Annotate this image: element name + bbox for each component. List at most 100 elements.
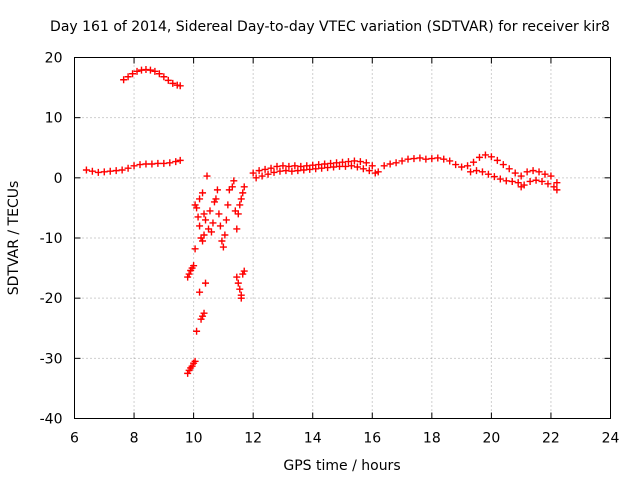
- data-point: [155, 70, 163, 78]
- data-point: [341, 162, 349, 170]
- data-point: [118, 166, 126, 174]
- data-point: [228, 183, 236, 191]
- data-point: [169, 79, 177, 87]
- y-tick-label: -40: [40, 412, 63, 428]
- data-point: [233, 225, 241, 233]
- data-point: [264, 170, 272, 178]
- x-tick-label: 10: [185, 431, 203, 447]
- data-point: [191, 357, 199, 365]
- data-point: [470, 158, 478, 166]
- data-point: [440, 155, 448, 163]
- data-point: [309, 161, 317, 169]
- data-point: [478, 168, 486, 176]
- data-point: [193, 204, 201, 212]
- x-axis-label: GPS time / hours: [283, 458, 400, 474]
- data-point: [237, 195, 245, 203]
- data-point: [249, 169, 257, 177]
- data-point: [176, 82, 184, 90]
- data-point: [120, 76, 128, 84]
- data-point: [196, 288, 204, 296]
- data-point: [222, 216, 230, 224]
- y-tick-label: 10: [45, 111, 63, 127]
- data-point: [221, 231, 229, 239]
- data-point: [129, 70, 137, 78]
- data-point: [484, 170, 492, 178]
- data-point: [236, 285, 244, 293]
- data-point: [526, 177, 534, 185]
- data-point: [239, 189, 247, 197]
- data-point: [547, 172, 555, 180]
- data-point: [496, 175, 504, 183]
- data-point: [193, 327, 201, 335]
- data-point: [422, 155, 430, 163]
- x-tick-label: 22: [542, 431, 560, 447]
- x-tick-labels: 6 8 10 12 14 16 18 20 22 24: [70, 431, 619, 447]
- data-point: [209, 219, 217, 227]
- data-point: [185, 270, 193, 278]
- data-point: [142, 160, 150, 168]
- data-point: [303, 162, 311, 170]
- data-point: [324, 164, 332, 172]
- data-point: [306, 165, 314, 173]
- data-point: [202, 279, 210, 287]
- data-point: [499, 161, 507, 169]
- data-point: [330, 163, 338, 171]
- data-point: [146, 66, 154, 74]
- data-point: [199, 237, 207, 245]
- data-point: [148, 160, 156, 168]
- data-point: [502, 177, 510, 185]
- data-point: [276, 167, 284, 175]
- data-point: [336, 162, 344, 170]
- data-point: [191, 245, 199, 253]
- data-point: [219, 243, 227, 251]
- data-point: [347, 162, 355, 170]
- data-point: [321, 160, 329, 168]
- data-point: [294, 167, 302, 175]
- data-point: [371, 169, 379, 177]
- data-point: [261, 165, 269, 173]
- data-point: [428, 155, 436, 163]
- data-point: [279, 162, 287, 170]
- data-point: [398, 157, 406, 165]
- data-point: [452, 161, 460, 169]
- data-point: [230, 177, 238, 185]
- data-point: [133, 67, 141, 75]
- data-point: [190, 262, 198, 270]
- data-point: [176, 156, 184, 164]
- data-point: [434, 154, 442, 162]
- data-point: [267, 164, 275, 172]
- data-point: [297, 162, 305, 170]
- data-point: [359, 165, 367, 173]
- data-point: [282, 167, 290, 175]
- data-point: [481, 151, 489, 159]
- data-point: [392, 159, 400, 167]
- data-point: [467, 168, 475, 176]
- data-point: [196, 195, 204, 203]
- secondary-band-series: [252, 162, 561, 194]
- data-point: [285, 162, 293, 170]
- data-point: [213, 186, 221, 194]
- data-point: [490, 173, 498, 181]
- data-point: [410, 155, 418, 163]
- y-axis-label: SDTVAR / TECUs: [6, 181, 22, 296]
- data-point: [88, 167, 96, 175]
- data-point: [206, 207, 214, 215]
- x-tick-label: 12: [244, 431, 262, 447]
- plot-frame: [74, 57, 611, 419]
- data-point: [203, 172, 211, 180]
- data-point: [333, 159, 341, 167]
- data-point: [106, 167, 114, 175]
- data-point: [553, 179, 561, 187]
- data-point: [318, 164, 326, 172]
- data-point: [508, 177, 516, 185]
- x-tick-label: 20: [482, 431, 500, 447]
- data-point: [215, 210, 223, 218]
- x-tick-label: 16: [363, 431, 381, 447]
- data-point: [112, 167, 120, 175]
- data-point: [160, 159, 168, 167]
- data-point: [517, 172, 525, 180]
- data-point: [368, 162, 376, 170]
- y-tick-label: 0: [54, 171, 63, 187]
- data-point: [196, 222, 204, 230]
- data-point: [380, 162, 388, 170]
